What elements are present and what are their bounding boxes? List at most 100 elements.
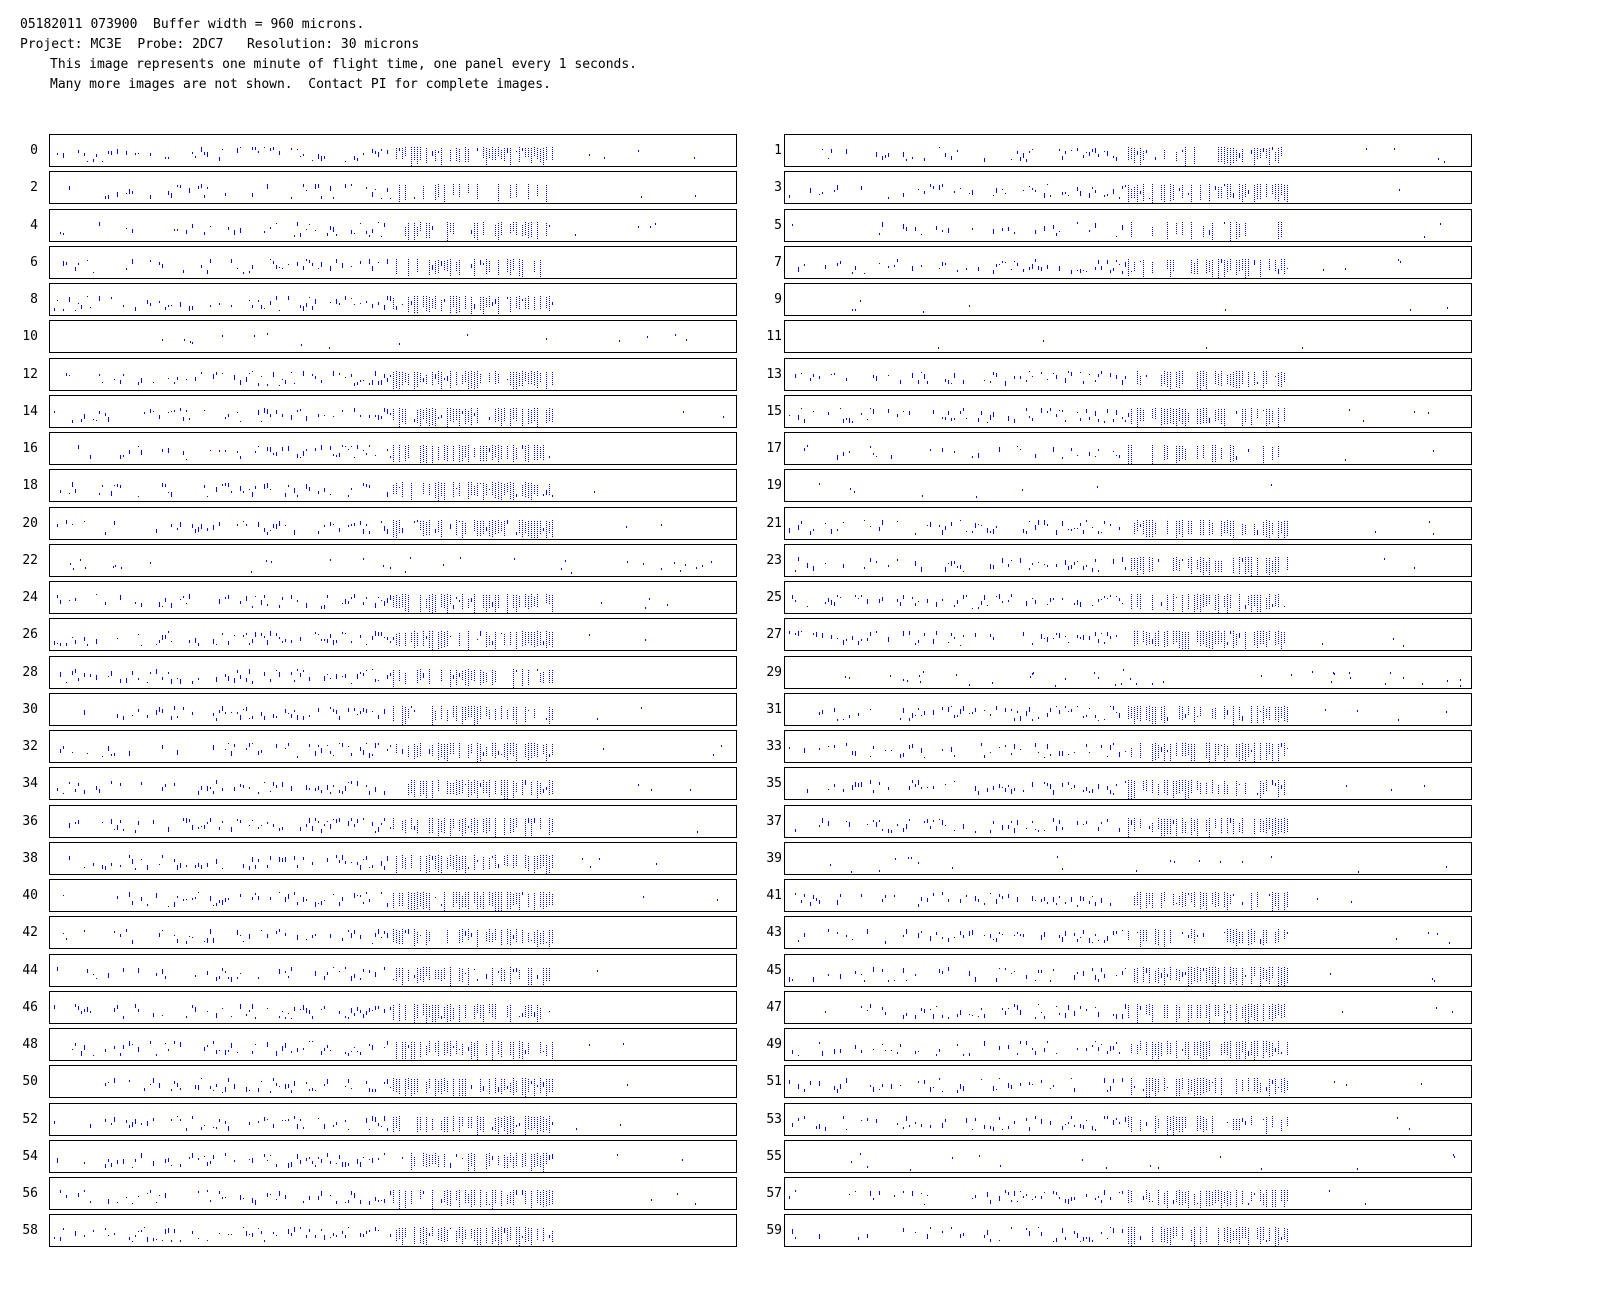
particle-panel-45 xyxy=(784,954,1472,987)
particle-images xyxy=(72,1041,624,1060)
panel-label: 13 xyxy=(766,367,782,382)
particle-marks xyxy=(789,1078,1422,1097)
particle-panel-26 xyxy=(49,618,737,651)
panel-label: 27 xyxy=(766,627,782,642)
panel-label: 17 xyxy=(766,441,782,456)
panel-label: 52 xyxy=(22,1112,38,1127)
particle-panel-10 xyxy=(49,320,737,353)
particle-images xyxy=(54,296,553,314)
particle-marks xyxy=(825,1004,1453,1023)
panel-label: 41 xyxy=(766,888,782,903)
particle-images xyxy=(852,300,1448,313)
particle-panel-44 xyxy=(49,954,737,987)
particle-panel-1 xyxy=(784,134,1472,167)
particle-images xyxy=(57,780,691,799)
particle-panel-35 xyxy=(784,767,1472,800)
particle-panel-36 xyxy=(49,805,737,838)
particle-panel-15 xyxy=(784,395,1472,428)
particle-panel-3 xyxy=(784,171,1472,204)
particle-marks xyxy=(792,1227,1288,1246)
particle-panel-57 xyxy=(784,1177,1472,1210)
particle-images xyxy=(69,184,696,203)
panel-label: 15 xyxy=(766,404,782,419)
panel-label: 11 xyxy=(766,329,782,344)
particle-panel-48 xyxy=(49,1028,737,1061)
particle-images xyxy=(798,929,1450,948)
particle-panel-42 xyxy=(49,916,737,949)
particle-marks xyxy=(845,669,1461,687)
particle-marks xyxy=(795,892,1352,911)
particle-images xyxy=(845,669,1461,687)
particle-images xyxy=(60,222,656,241)
particle-panel-7 xyxy=(784,246,1472,279)
particle-marks xyxy=(789,743,1288,762)
panel-label: 53 xyxy=(766,1112,782,1127)
particle-marks xyxy=(57,967,598,986)
panel-label: 54 xyxy=(22,1149,38,1164)
particle-images xyxy=(105,1078,628,1097)
particle-images xyxy=(789,631,1404,650)
particle-marks xyxy=(792,1041,1288,1060)
particle-panel-12 xyxy=(49,358,737,391)
panel-label: 58 xyxy=(22,1223,38,1238)
panel-label: 10 xyxy=(22,329,38,344)
particle-marks xyxy=(57,780,691,799)
panel-label: 14 xyxy=(22,404,38,419)
panel-label: 12 xyxy=(22,367,38,382)
panel-label: 43 xyxy=(766,925,782,940)
particle-images xyxy=(819,706,1447,725)
particle-marks xyxy=(72,1041,624,1060)
particle-panel-39 xyxy=(784,842,1472,875)
particle-images xyxy=(60,1190,696,1209)
panel-label: 2 xyxy=(30,180,38,195)
particle-marks xyxy=(162,333,687,349)
particle-marks xyxy=(798,929,1450,948)
panel-label: 39 xyxy=(766,851,782,866)
particle-images xyxy=(66,371,553,390)
particle-marks xyxy=(54,631,646,650)
particle-images xyxy=(57,520,662,539)
particle-marks xyxy=(789,184,1400,203)
particle-marks xyxy=(789,1190,1366,1209)
panel-label: 31 xyxy=(766,702,782,717)
panel-label: 56 xyxy=(22,1186,38,1201)
particle-images xyxy=(54,1227,553,1246)
particle-panel-37 xyxy=(784,805,1472,838)
particle-marks xyxy=(795,818,1288,837)
image-header: 05182011 073900 Buffer width = 960 micro… xyxy=(20,15,637,95)
particle-panel-21 xyxy=(784,507,1472,540)
panel-label: 5 xyxy=(774,218,782,233)
panel-label: 8 xyxy=(30,292,38,307)
particle-panel-30 xyxy=(49,693,737,726)
particle-marks xyxy=(105,1078,628,1097)
panel-label: 51 xyxy=(766,1074,782,1089)
particle-panel-25 xyxy=(784,581,1472,614)
panel-label: 40 xyxy=(22,888,38,903)
panel-label: 7 xyxy=(774,255,782,270)
particle-marks xyxy=(789,520,1434,539)
particle-marks xyxy=(63,892,718,911)
particle-panel-29 xyxy=(784,656,1472,689)
particle-panel-5 xyxy=(784,209,1472,242)
particle-images xyxy=(789,967,1435,986)
particle-marks xyxy=(798,259,1401,278)
particle-images xyxy=(54,1004,550,1023)
particle-panel-28 xyxy=(49,656,737,689)
particle-images xyxy=(57,1153,683,1172)
panel-label: 22 xyxy=(22,553,38,568)
particle-panel-22 xyxy=(49,544,737,577)
particle-panel-2 xyxy=(49,171,737,204)
particle-marks xyxy=(54,1227,553,1246)
particle-marks xyxy=(789,631,1404,650)
particle-images xyxy=(825,1004,1453,1023)
panel-label: 6 xyxy=(30,255,38,270)
particle-images xyxy=(789,743,1288,762)
panel-label: 50 xyxy=(22,1074,38,1089)
particle-marks xyxy=(938,340,1303,349)
particle-panel-0 xyxy=(49,134,737,167)
particle-panel-47 xyxy=(784,991,1472,1024)
particle-marks xyxy=(54,1004,550,1023)
particle-panel-20 xyxy=(49,507,737,540)
particle-panel-33 xyxy=(784,730,1472,763)
